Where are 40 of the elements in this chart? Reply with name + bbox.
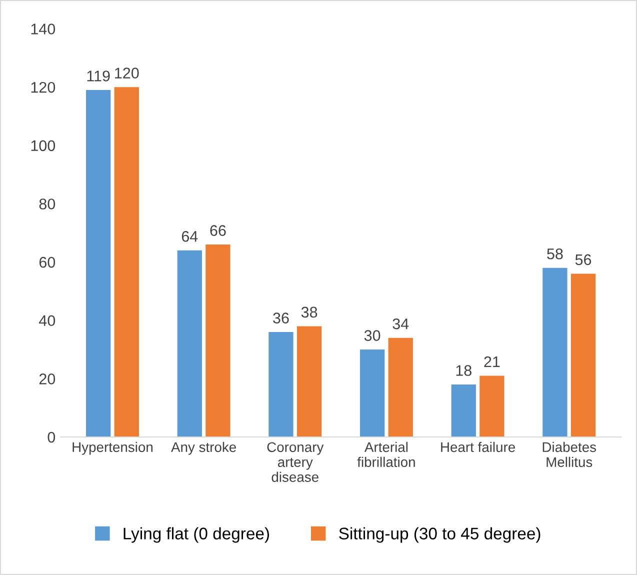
- data-label: 38: [301, 306, 318, 318]
- x-tick-label: Hypertension: [72, 442, 152, 455]
- x-tick-label: Heart failure: [441, 442, 515, 452]
- bar: [480, 376, 504, 437]
- data-label: 56: [575, 254, 592, 266]
- y-tick-label: 20: [39, 374, 56, 384]
- y-tick-label: 40: [39, 315, 56, 326]
- data-label: 36: [273, 312, 289, 324]
- bar: [388, 338, 413, 437]
- data-label: 30: [364, 330, 380, 341]
- y-tick-label: 0: [48, 432, 56, 443]
- legend-label: Lying flat (0 degree): [124, 527, 269, 543]
- y-tick-label: 60: [39, 256, 56, 268]
- data-label: 18: [456, 365, 472, 376]
- x-tick-label: Arterial fibrillation: [357, 442, 415, 468]
- data-label: 34: [392, 318, 409, 330]
- bar: [570, 274, 596, 437]
- x-tick-label: Coronary artery disease: [267, 442, 324, 482]
- data-label: 119: [87, 70, 110, 82]
- x-tick-label: Diabetes Mellitus: [542, 442, 596, 468]
- bar: [268, 332, 294, 437]
- legend-label: Sitting-up (30 to 45 degree): [339, 527, 540, 543]
- data-label: 21: [484, 356, 500, 368]
- bar: [177, 250, 202, 437]
- y-tick-label: 80: [39, 198, 56, 210]
- bar: [206, 244, 230, 437]
- bar: [360, 350, 385, 437]
- data-label: 120: [115, 68, 139, 78]
- y-tick-label: 120: [31, 82, 56, 93]
- data-label: 66: [210, 225, 226, 236]
- bar: [542, 268, 568, 437]
- bar: [296, 326, 322, 437]
- bar: [86, 90, 111, 437]
- y-tick-label: 100: [31, 140, 56, 152]
- bar: [114, 87, 139, 437]
- x-tick-label: Any stroke: [171, 442, 236, 455]
- bar: [451, 384, 476, 437]
- y-tick-label: 140: [31, 24, 56, 34]
- data-label: 58: [547, 248, 563, 260]
- data-label: 64: [182, 230, 198, 242]
